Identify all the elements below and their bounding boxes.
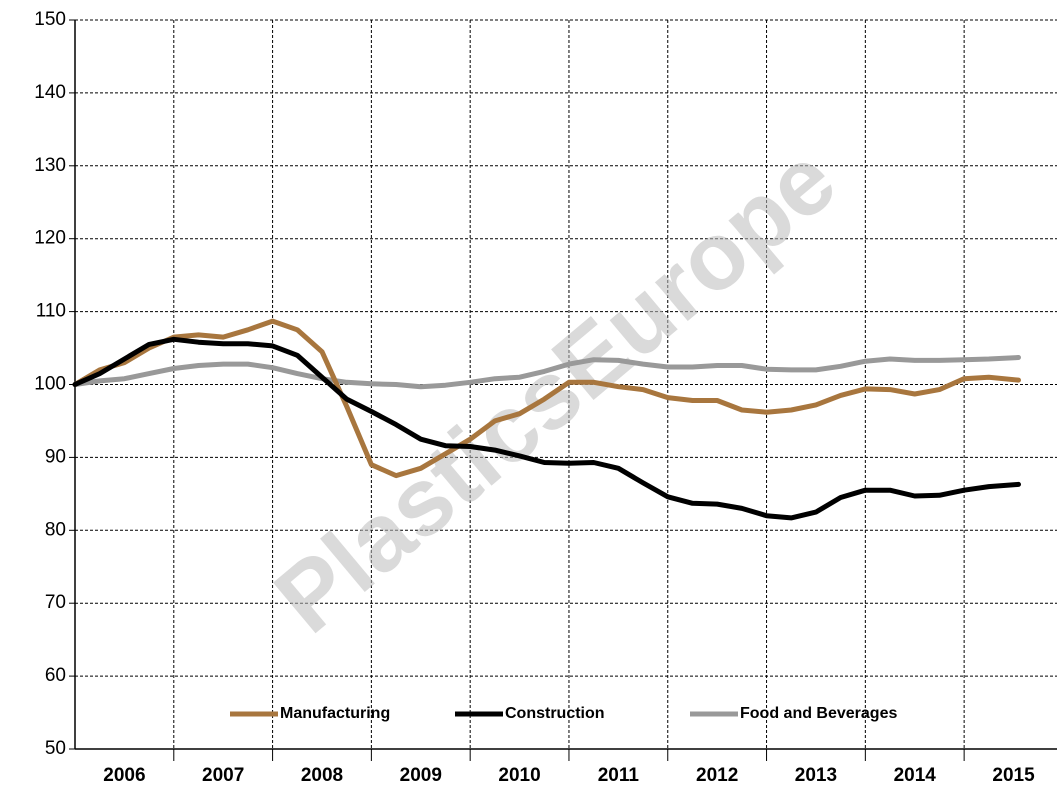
series-line xyxy=(72,318,1021,479)
x-tick-label: 2008 xyxy=(301,765,343,786)
x-tick-label: 2014 xyxy=(894,765,937,786)
x-tick-label: 2006 xyxy=(103,765,145,786)
x-tick-label: 2011 xyxy=(598,765,640,786)
y-tick-label: 130 xyxy=(34,155,66,176)
y-tick-label: 70 xyxy=(45,592,66,613)
y-tick-label: 110 xyxy=(36,301,66,322)
y-tick-label: 60 xyxy=(45,665,66,686)
y-tick-label: 50 xyxy=(45,738,66,759)
y-tick-label: 90 xyxy=(45,446,66,467)
series-line xyxy=(72,336,1021,521)
x-tick-label: 2007 xyxy=(202,765,244,786)
y-tick-label: 80 xyxy=(45,519,66,540)
legend-label: Manufacturing xyxy=(280,705,390,722)
legend-label: Construction xyxy=(505,705,605,722)
y-tick-label: 100 xyxy=(34,374,66,395)
x-tick-label: 2013 xyxy=(795,765,837,786)
y-tick-label: 140 xyxy=(34,82,66,103)
series-line xyxy=(72,355,1021,390)
x-tick-label: 2010 xyxy=(498,765,540,786)
x-tick-label: 2009 xyxy=(400,765,442,786)
legend-label: Food and Beverages xyxy=(740,705,897,722)
x-tick-label: 2012 xyxy=(696,765,738,786)
y-tick-label: 120 xyxy=(34,228,66,249)
x-tick-label: 2015 xyxy=(992,765,1035,786)
y-tick-label: 150 xyxy=(34,9,66,30)
